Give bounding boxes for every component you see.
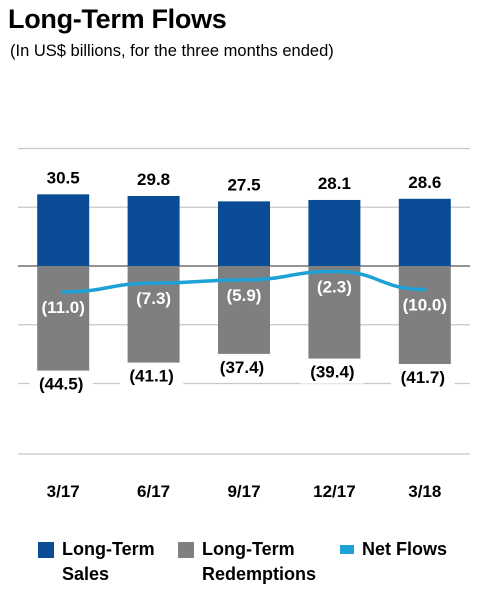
sales-bar-2 xyxy=(218,201,270,266)
redemptions-bar-0 xyxy=(37,266,90,371)
sales-bar-4 xyxy=(398,198,451,266)
legend-item-sales: Long-Term Sales xyxy=(38,537,155,587)
x-tick-label-4: 3/18 xyxy=(408,482,441,501)
chart-title: Long-Term Flows xyxy=(8,4,227,34)
legend-item-net-flows: Net Flows xyxy=(340,537,447,562)
redemptions-label-2: (37.4) xyxy=(220,358,264,377)
chart-subtitle: (In US$ billions, for the three months e… xyxy=(10,42,334,60)
sales-label-2: 27.5 xyxy=(227,175,260,194)
x-axis: 3/17 6/17 9/17 12/17 3/18 xyxy=(47,482,442,501)
redemptions-label-1-bg xyxy=(119,366,184,388)
sales-label-4: 28.6 xyxy=(408,173,441,192)
sales-label-3: 28.1 xyxy=(318,174,351,193)
net-flows-label-4: (10.0) xyxy=(403,296,447,315)
x-tick-label-0: 3/17 xyxy=(47,482,80,501)
redemptions-label-4: (41.7) xyxy=(401,368,445,387)
legend-label-sales: Long-Term Sales xyxy=(62,539,155,584)
redemptions-label-3-bg xyxy=(300,362,365,384)
redemptions-bar-4 xyxy=(398,266,451,364)
redemptions-label-0: (44.5) xyxy=(39,375,83,394)
net-flows-label-1: (7.3) xyxy=(136,289,171,308)
sales-bar-1 xyxy=(127,195,180,266)
net-flows-label-0: (11.0) xyxy=(41,298,84,317)
legend: Long-Term Sales Long-Term Redemptions Ne… xyxy=(38,537,490,593)
x-tick-label-2: 9/17 xyxy=(227,482,260,501)
redemptions-label-4-bg xyxy=(391,367,455,389)
redemptions-label-0-bg xyxy=(29,374,93,396)
flows-chart: 30.5 (44.5) (11.0) 29.8 (41.1) (7.3) 27.5 (37.4… xyxy=(18,147,470,501)
sales-bar-3 xyxy=(308,199,361,266)
x-tick-label-3: 12/17 xyxy=(313,482,356,501)
legend-label-redemptions: Long-Term Redemptions xyxy=(202,539,317,584)
redemptions-label-3: (39.4) xyxy=(310,363,354,382)
redemptions-bar-1 xyxy=(127,266,180,363)
data-labels: 30.5 (44.5) (11.0) 29.8 (41.1) (7.3) 27.5 (37.4… xyxy=(29,168,455,396)
legend-swatch-redemptions xyxy=(178,542,194,558)
sales-label-1: 29.8 xyxy=(137,170,170,189)
legend-label-net-flows: Net Flows xyxy=(362,539,448,559)
net-flows-label-3: (2.3) xyxy=(317,277,352,296)
net-flows-line-group xyxy=(61,269,427,294)
legend-item-redemptions: Long-Term Redemptions xyxy=(178,537,316,587)
redemptions-label-2-bg xyxy=(210,357,274,379)
redemptions-label-1: (41.1) xyxy=(129,367,173,386)
sales-bar-0 xyxy=(37,194,90,266)
sales-label-0: 30.5 xyxy=(47,168,80,187)
net-flows-line xyxy=(61,269,427,294)
legend-swatch-sales xyxy=(38,542,54,558)
redemptions-bar-3 xyxy=(308,266,361,359)
x-tick-label-1: 6/17 xyxy=(137,482,170,501)
legend-swatch-net-flows xyxy=(340,545,354,554)
net-flows-label-2: (5.9) xyxy=(227,286,262,305)
